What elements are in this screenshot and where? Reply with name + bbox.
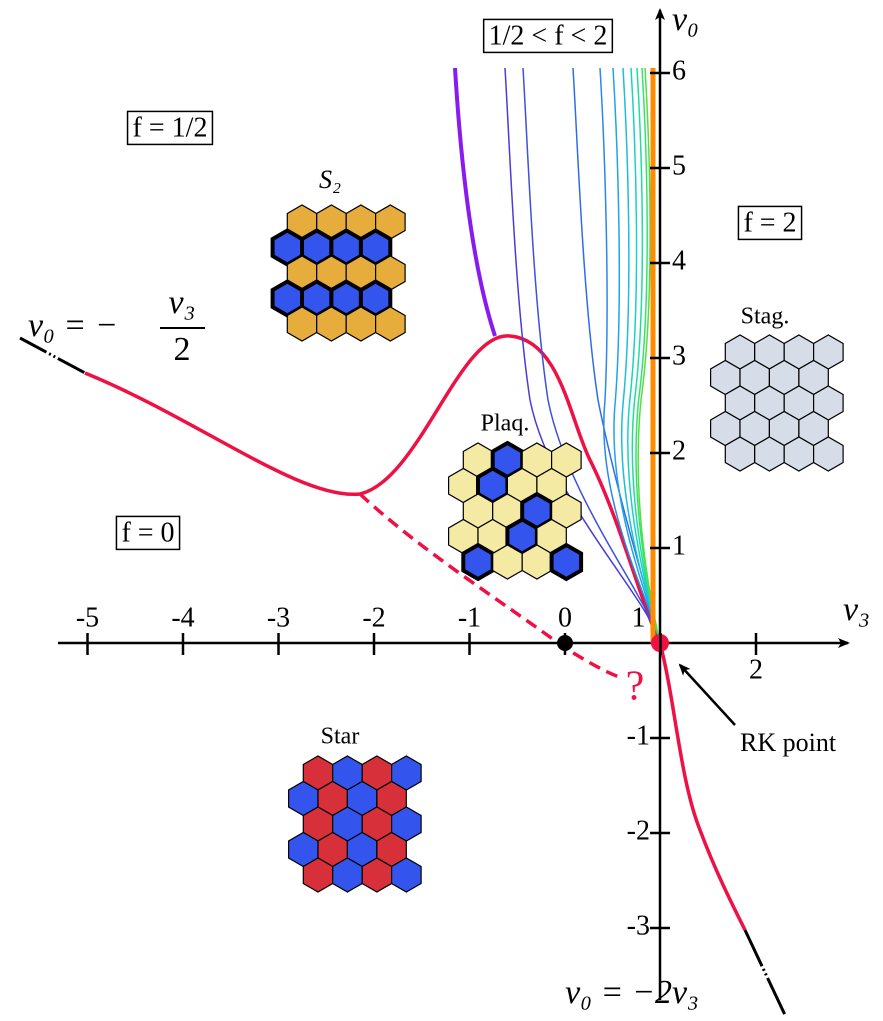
x-tick-label: 0 — [558, 602, 572, 633]
y-tick-label: 1 — [672, 530, 686, 561]
phase-label: S₂ — [319, 165, 341, 194]
region-label: f = 2 — [743, 207, 796, 238]
asymptote — [745, 930, 785, 1015]
phase-label: Stag. — [741, 304, 790, 330]
fraction-numerator: v₃ — [169, 284, 196, 321]
y-title: v₀ — [672, 1, 699, 38]
y-tick-label: 2 — [672, 435, 686, 466]
region-label: f = 0 — [121, 517, 174, 548]
phase-label: Plaq. — [481, 411, 530, 437]
asymptote-label: v₀ = − — [28, 307, 118, 344]
y-tick-label: -2 — [627, 815, 650, 846]
y-tick-label: 3 — [672, 340, 686, 371]
y-tick-label: -3 — [627, 910, 650, 941]
hexagon — [552, 545, 582, 579]
phase-diagram: v₃ v₀ f = 1/2 1/2 < f < 2 f = 2 f = 0 S₂… — [0, 0, 883, 1021]
x-tick-label: 2 — [749, 654, 763, 685]
boundary — [455, 68, 495, 336]
x-tick-label: -2 — [362, 602, 385, 633]
rk-arrow — [680, 665, 735, 725]
fraction-denominator: 2 — [174, 331, 191, 368]
x-tick-label: 1 — [632, 602, 646, 633]
asymptote-label: v₀ = −2v₃ — [565, 974, 699, 1011]
x-tick-label: -3 — [267, 602, 290, 633]
question-mark: ? — [626, 664, 645, 710]
y-tick-label: 6 — [672, 55, 686, 86]
phase-label: Star — [321, 724, 360, 750]
x-tick-label: -4 — [171, 602, 194, 633]
region-label: f = 1/2 — [133, 112, 208, 143]
rk-label: RK point — [740, 728, 837, 757]
y-tick-label: -1 — [627, 720, 650, 751]
y-tick-label: 5 — [672, 150, 686, 181]
y-tick-label: 4 — [672, 245, 686, 276]
x-tick-label: -1 — [458, 602, 481, 633]
x-title: v₃ — [843, 591, 870, 628]
hexagon — [463, 545, 492, 579]
region-label: 1/2 < f < 2 — [489, 20, 608, 51]
x-tick-label: -5 — [76, 602, 99, 633]
